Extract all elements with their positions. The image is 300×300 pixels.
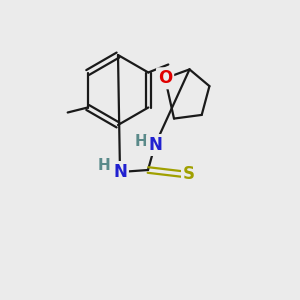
Text: H: H (98, 158, 110, 173)
Text: N: N (113, 163, 127, 181)
Text: O: O (158, 69, 172, 87)
Text: S: S (183, 165, 195, 183)
Text: N: N (148, 136, 162, 154)
Text: H: H (135, 134, 147, 148)
